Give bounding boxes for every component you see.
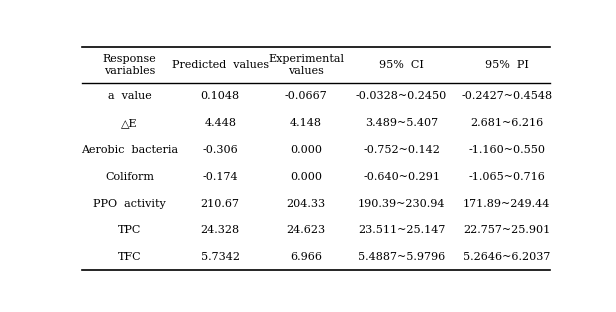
Text: 95%  CI: 95% CI — [379, 60, 424, 70]
Text: △E: △E — [121, 118, 138, 128]
Text: 5.4887~5.9796: 5.4887~5.9796 — [358, 252, 445, 262]
Text: -0.2427~0.4548: -0.2427~0.4548 — [461, 91, 552, 101]
Text: -0.640~0.291: -0.640~0.291 — [363, 172, 440, 182]
Text: 3.489~5.407: 3.489~5.407 — [365, 118, 438, 128]
Text: 0.000: 0.000 — [290, 145, 322, 155]
Text: 190.39~230.94: 190.39~230.94 — [358, 198, 445, 208]
Text: 5.2646~6.2037: 5.2646~6.2037 — [463, 252, 550, 262]
Text: 95%  PI: 95% PI — [485, 60, 529, 70]
Text: 204.33: 204.33 — [286, 198, 326, 208]
Text: Predicted  values: Predicted values — [172, 60, 269, 70]
Text: -1.160~0.550: -1.160~0.550 — [468, 145, 545, 155]
Text: Coliform: Coliform — [105, 172, 154, 182]
Text: 0.000: 0.000 — [290, 172, 322, 182]
Text: 0.1048: 0.1048 — [201, 91, 240, 101]
Text: 24.328: 24.328 — [201, 225, 240, 235]
Text: 4.148: 4.148 — [290, 118, 322, 128]
Text: 6.966: 6.966 — [290, 252, 322, 262]
Text: Aerobic  bacteria: Aerobic bacteria — [81, 145, 178, 155]
Text: -1.065~0.716: -1.065~0.716 — [468, 172, 545, 182]
Text: 2.681~6.216: 2.681~6.216 — [470, 118, 543, 128]
Text: TFC: TFC — [118, 252, 141, 262]
Text: 24.623: 24.623 — [286, 225, 326, 235]
Text: Response
variables: Response variables — [103, 54, 156, 76]
Text: PPO  activity: PPO activity — [93, 198, 166, 208]
Text: 22.757~25.901: 22.757~25.901 — [463, 225, 550, 235]
Text: 5.7342: 5.7342 — [201, 252, 240, 262]
Text: 23.511~25.147: 23.511~25.147 — [358, 225, 445, 235]
Text: -0.752~0.142: -0.752~0.142 — [363, 145, 440, 155]
Text: 171.89~249.44: 171.89~249.44 — [463, 198, 550, 208]
Text: -0.306: -0.306 — [202, 145, 238, 155]
Text: Experimental
values: Experimental values — [268, 54, 344, 76]
Text: -0.0667: -0.0667 — [285, 91, 328, 101]
Text: TPC: TPC — [118, 225, 141, 235]
Text: 4.448: 4.448 — [205, 118, 236, 128]
Text: a  value: a value — [108, 91, 152, 101]
Text: -0.0328~0.2450: -0.0328~0.2450 — [356, 91, 447, 101]
Text: 210.67: 210.67 — [201, 198, 240, 208]
Text: -0.174: -0.174 — [203, 172, 238, 182]
